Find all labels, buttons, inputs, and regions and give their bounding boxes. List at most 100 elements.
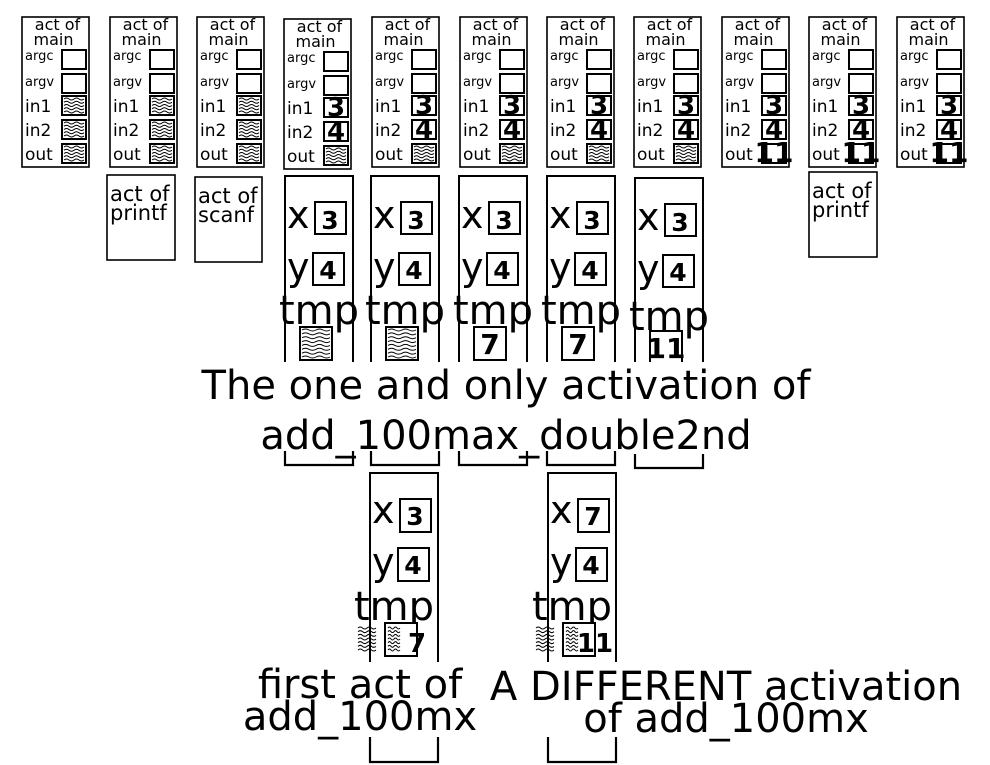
in1-garbage — [238, 97, 260, 114]
main-activation-frame — [459, 16, 528, 168]
in2-box — [411, 119, 437, 140]
tmp-box — [649, 330, 683, 365]
out-garbage — [675, 145, 697, 162]
argc-box — [61, 49, 87, 70]
in2-box — [761, 119, 787, 140]
out-label: out — [550, 145, 578, 165]
y-box — [662, 254, 695, 288]
argv-label: argv — [113, 75, 142, 90]
in1-box — [673, 95, 699, 116]
in1-label: in1 — [287, 99, 313, 119]
argv-label: argv — [900, 75, 929, 90]
in2-label: in2 — [25, 121, 51, 141]
tmp-box — [299, 326, 333, 361]
argv-label: argv — [725, 75, 754, 90]
out-label: out — [463, 145, 491, 165]
frame-bottom-bracket — [283, 451, 355, 467]
argv-box — [761, 73, 787, 94]
different-activation-caption: of add_100mx — [583, 696, 869, 742]
in2-label: in2 — [812, 121, 838, 141]
in2-value: 4 — [415, 115, 433, 145]
out-value: 11 — [755, 136, 794, 169]
in2-label: in2 — [725, 121, 751, 141]
frame-title: act of — [297, 17, 343, 36]
main-activation-frame — [371, 16, 440, 168]
out-label: out — [812, 145, 840, 165]
in1-label: in1 — [113, 97, 139, 117]
argv-box — [673, 73, 699, 94]
in2-value: 4 — [765, 115, 783, 145]
x-value: 3 — [407, 206, 424, 235]
main-activation-frame — [633, 16, 702, 168]
in2-value: 4 — [327, 117, 345, 147]
library-activation-frame — [808, 171, 878, 258]
in1-value: 3 — [677, 91, 695, 121]
in1-value: 3 — [590, 91, 608, 121]
in1-label: in1 — [375, 97, 401, 117]
library-frame-name: scanf — [198, 203, 255, 227]
argc-box — [673, 49, 699, 70]
y-value: 4 — [405, 256, 422, 285]
tmp-value: 7 — [480, 328, 499, 361]
frame-title: main — [559, 30, 599, 49]
out-label: out — [637, 145, 665, 165]
main-activation-frame — [109, 16, 178, 168]
x-label: x — [373, 193, 396, 237]
in1-box — [499, 95, 525, 116]
x-value: 3 — [406, 502, 423, 531]
argc-box — [586, 49, 612, 70]
in2-box — [323, 121, 349, 142]
argv-label: argv — [463, 75, 492, 90]
argc-box — [236, 49, 262, 70]
in1-garbage — [63, 97, 85, 114]
argv-box — [236, 73, 262, 94]
in2-box — [499, 119, 525, 140]
frame-title: act of — [385, 15, 431, 34]
in1-label: in1 — [550, 97, 576, 117]
in2-label: in2 — [900, 121, 926, 141]
argv-label: argv — [812, 75, 841, 90]
in2-box — [586, 119, 612, 140]
x-box — [577, 498, 610, 533]
out-label: out — [900, 145, 928, 165]
x-box — [488, 201, 521, 235]
in2-label: in2 — [637, 121, 663, 141]
in2-value: 4 — [677, 115, 695, 145]
frame-title: act of — [910, 15, 956, 34]
caption-background — [240, 662, 970, 740]
out-garbage — [238, 145, 260, 162]
main-activation-frame — [896, 16, 965, 168]
x-label: x — [637, 195, 660, 239]
frame-title: act of — [822, 15, 868, 34]
argv-box — [499, 73, 525, 94]
in2-garbage — [238, 121, 260, 138]
x-value: 3 — [321, 206, 338, 235]
main-activation-frame — [546, 16, 615, 168]
x-box — [400, 201, 433, 235]
out-box — [936, 143, 962, 164]
frame-bottom-bracket — [457, 451, 529, 467]
y-value: 4 — [581, 256, 598, 285]
out-label: out — [25, 145, 53, 165]
tmp-value: 11 — [647, 332, 686, 365]
x-value: 3 — [583, 206, 600, 235]
x-value: 7 — [584, 502, 601, 531]
argc-label: argc — [200, 49, 228, 64]
in1-label: in1 — [463, 97, 489, 117]
in2-label: in2 — [200, 121, 226, 141]
out-value: 11 — [842, 136, 881, 169]
in1-label: in1 — [200, 97, 226, 117]
main-activation-frame — [808, 16, 877, 168]
tmp-garbage — [535, 626, 555, 652]
in1-label: in1 — [725, 97, 751, 117]
main-activation-frame — [283, 18, 352, 170]
frame-bottom-bracket — [545, 451, 617, 467]
out-garbage — [413, 145, 435, 162]
argc-box — [323, 51, 349, 72]
argc-label: argc — [725, 49, 753, 64]
frame-title: main — [646, 30, 686, 49]
out-garbage — [325, 147, 347, 164]
x-value: 3 — [671, 208, 688, 237]
in1-box — [411, 95, 437, 116]
argc-box — [411, 49, 437, 70]
